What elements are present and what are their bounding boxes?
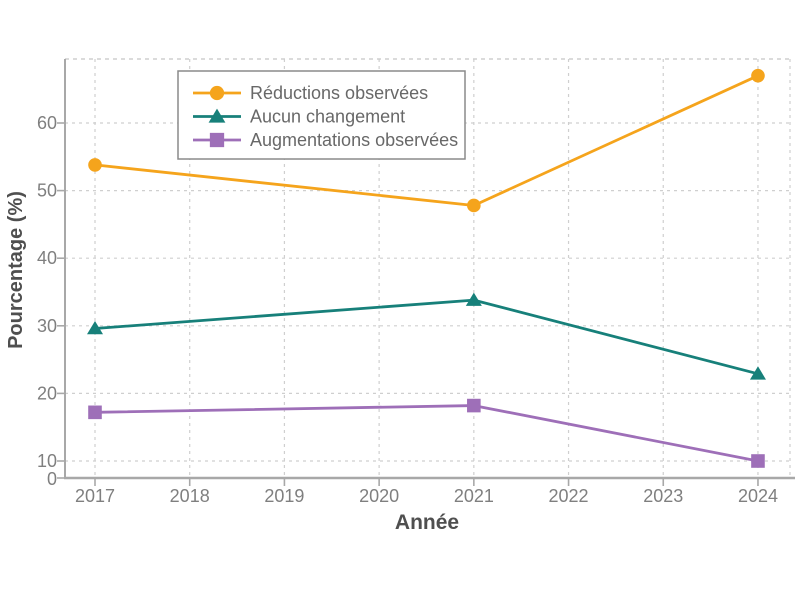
legend-item-label: Aucun changement bbox=[250, 107, 405, 127]
y-tick-label: 50 bbox=[37, 181, 57, 201]
y-tick-label: 0 bbox=[47, 469, 57, 489]
x-tick-label: 2022 bbox=[549, 486, 589, 506]
x-tick-label: 2021 bbox=[454, 486, 494, 506]
square-marker bbox=[751, 454, 765, 468]
x-tick-label: 2019 bbox=[264, 486, 304, 506]
legend: Réductions observées Aucun changement Augm… bbox=[177, 70, 466, 160]
data-series bbox=[87, 68, 766, 468]
series-line bbox=[93, 404, 760, 463]
triangle-marker bbox=[208, 108, 226, 123]
x-tick-label: 2017 bbox=[75, 486, 115, 506]
circle-marker bbox=[209, 85, 225, 101]
x-tick-label: 2024 bbox=[738, 486, 778, 506]
tick-labels: 2017 2018 2019 2020 2021 2022 2023 2024 010 20 30 4… bbox=[37, 113, 778, 506]
triangle-marker bbox=[87, 321, 103, 335]
y-tick-label: 30 bbox=[37, 316, 57, 336]
triangle-marker bbox=[465, 292, 482, 306]
y-tick-label: 20 bbox=[37, 383, 57, 403]
x-tick-label: 2023 bbox=[643, 486, 683, 506]
series-line bbox=[93, 298, 760, 376]
x-axis-title: Année bbox=[395, 511, 459, 534]
square-marker bbox=[88, 405, 102, 420]
triangle-marker bbox=[749, 366, 766, 380]
legend-box bbox=[177, 70, 466, 160]
plot-frame bbox=[64, 58, 795, 480]
square-marker bbox=[209, 132, 225, 148]
y-axis-title: Pourcentage (%) bbox=[5, 191, 27, 349]
legend-item-label: Augmentations observées bbox=[250, 130, 458, 150]
y-tick-label: 40 bbox=[37, 248, 57, 268]
square-marker bbox=[467, 398, 481, 413]
x-tick-label: 2018 bbox=[170, 486, 210, 506]
legend-item-label: Réductions observées bbox=[250, 83, 428, 103]
circle-marker bbox=[467, 198, 481, 213]
x-tick-label: 2020 bbox=[359, 486, 399, 506]
y-tick-label: 60 bbox=[37, 113, 57, 133]
circle-marker bbox=[751, 68, 765, 83]
axis-ticks bbox=[57, 122, 759, 486]
circle-marker bbox=[88, 158, 102, 172]
y-tick-label: 10 bbox=[37, 451, 57, 471]
